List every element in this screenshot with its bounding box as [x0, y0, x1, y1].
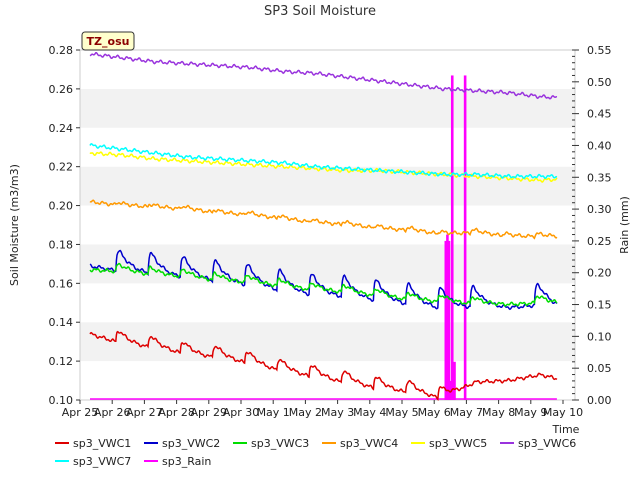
legend-label: sp3_Rain: [162, 455, 211, 468]
y-tick-label: 0.18: [49, 238, 74, 251]
plot-band: [80, 244, 575, 284]
plot-band: [80, 88, 575, 128]
y-tick-label: 0.20: [49, 200, 74, 213]
y2-tick-label: 0.15: [587, 299, 612, 312]
y2-tick-label: 0.20: [587, 267, 612, 280]
rain-bar: [450, 75, 454, 401]
legend-label: sp3_VWC6: [518, 437, 576, 450]
x-tick-label: May 10: [543, 406, 583, 419]
x-tick-label: Apr 27: [126, 406, 163, 419]
series-line-sp3_VWC6: [89, 52, 558, 100]
rain-bar: [446, 234, 449, 400]
y2-tick-label: 0.00: [587, 394, 612, 407]
x-tick-label: Apr 25: [62, 406, 99, 419]
x-tick-label: Apr 28: [158, 406, 195, 419]
rain-bar: [453, 361, 456, 400]
y2-tick-label: 0.25: [587, 235, 612, 248]
legend-label: sp3_VWC1: [73, 437, 131, 450]
station-badge: TZ_osu: [81, 31, 135, 51]
series-line-sp3_VWC2: [89, 249, 558, 311]
y-tick-label: 0.16: [49, 277, 74, 290]
y2-axis-title: Rain (mm): [618, 196, 631, 254]
series-line-sp3_VWC4: [89, 199, 558, 240]
rain-bar: [447, 240, 451, 400]
x-tick-label: Apr 26: [94, 406, 131, 419]
series-line-sp3_VWC3: [89, 262, 558, 307]
y-tick-label: 0.12: [49, 355, 74, 368]
rain-bar: [463, 75, 467, 401]
x-tick-label: May 1: [257, 406, 290, 419]
y2-tick-label: 0.40: [587, 139, 612, 152]
y2-tick-label: 0.50: [587, 76, 612, 89]
y2-tick-label: 0.05: [587, 362, 612, 375]
plot-band: [80, 127, 575, 167]
x-axis-title: Time: [552, 423, 580, 436]
y2-tick-label: 0.30: [587, 203, 612, 216]
chart-title: SP3 Soil Moisture: [264, 4, 376, 19]
plot-band: [80, 50, 575, 89]
series-lines: [89, 52, 558, 401]
x-tick-label: May 8: [482, 406, 515, 419]
y-tick-label: 0.28: [49, 44, 74, 57]
x-tick-label: May 2: [289, 406, 322, 419]
x-tick-label: May 9: [514, 406, 547, 419]
plot-frame: [79, 49, 576, 401]
x-tick-label: May 4: [353, 406, 386, 419]
y-tick-label: 0.22: [49, 161, 74, 174]
series-line-sp3_VWC5: [89, 151, 558, 183]
plot-band: [80, 166, 575, 206]
x-tick-label: Apr 30: [223, 406, 260, 419]
legend-label: sp3_VWC4: [340, 437, 398, 450]
series-line-sp3_VWC1: [89, 330, 558, 401]
y2-axis-ticks: 0.00 0.05 0.10 0.15 0.20 0.25 0.30 0.35 0.40 0.45…: [572, 44, 612, 407]
y2-tick-label: 0.45: [587, 108, 612, 121]
x-tick-label: Apr 29: [191, 406, 228, 419]
y-axis-title: Soil Moisture (m3/m3): [8, 164, 21, 286]
legend: sp3_VWC1 sp3_VWC2 sp3_VWC3 sp3_VWC4 sp3_VWC5…: [55, 437, 576, 468]
y-tick-label: 0.26: [49, 83, 74, 96]
rain-bar: [449, 380, 452, 400]
plot-bands: [80, 50, 575, 400]
rain-bar: [444, 240, 448, 400]
y2-tick-label: 0.55: [587, 44, 612, 57]
station-badge-label: TZ_osu: [87, 35, 130, 48]
x-tick-label: May 5: [385, 406, 418, 419]
y-tick-label: 0.24: [49, 122, 74, 135]
x-tick-label: May 6: [418, 406, 451, 419]
legend-label: sp3_VWC3: [251, 437, 309, 450]
y-tick-label: 0.14: [49, 316, 74, 329]
plot-band: [80, 322, 575, 362]
legend-label: sp3_VWC7: [73, 455, 131, 468]
legend-label: sp3_VWC2: [162, 437, 220, 450]
y2-tick-label: 0.35: [587, 171, 612, 184]
y2-tick-label: 0.10: [587, 330, 612, 343]
station-badge-box: [81, 31, 135, 51]
plot-band: [80, 361, 575, 400]
y-axis-ticks: 0.10 0.12 0.14 0.16 0.18 0.20 0.22 0.24 0.26 0.28: [49, 44, 80, 407]
y-tick-label: 0.10: [49, 394, 74, 407]
x-tick-label: May 3: [321, 406, 354, 419]
plot-band: [80, 205, 575, 245]
series-line-sp3_VWC7: [89, 142, 558, 180]
x-tick-label: May 7: [450, 406, 483, 419]
legend-label: sp3_VWC5: [429, 437, 487, 450]
rain-bars: [90, 75, 557, 401]
